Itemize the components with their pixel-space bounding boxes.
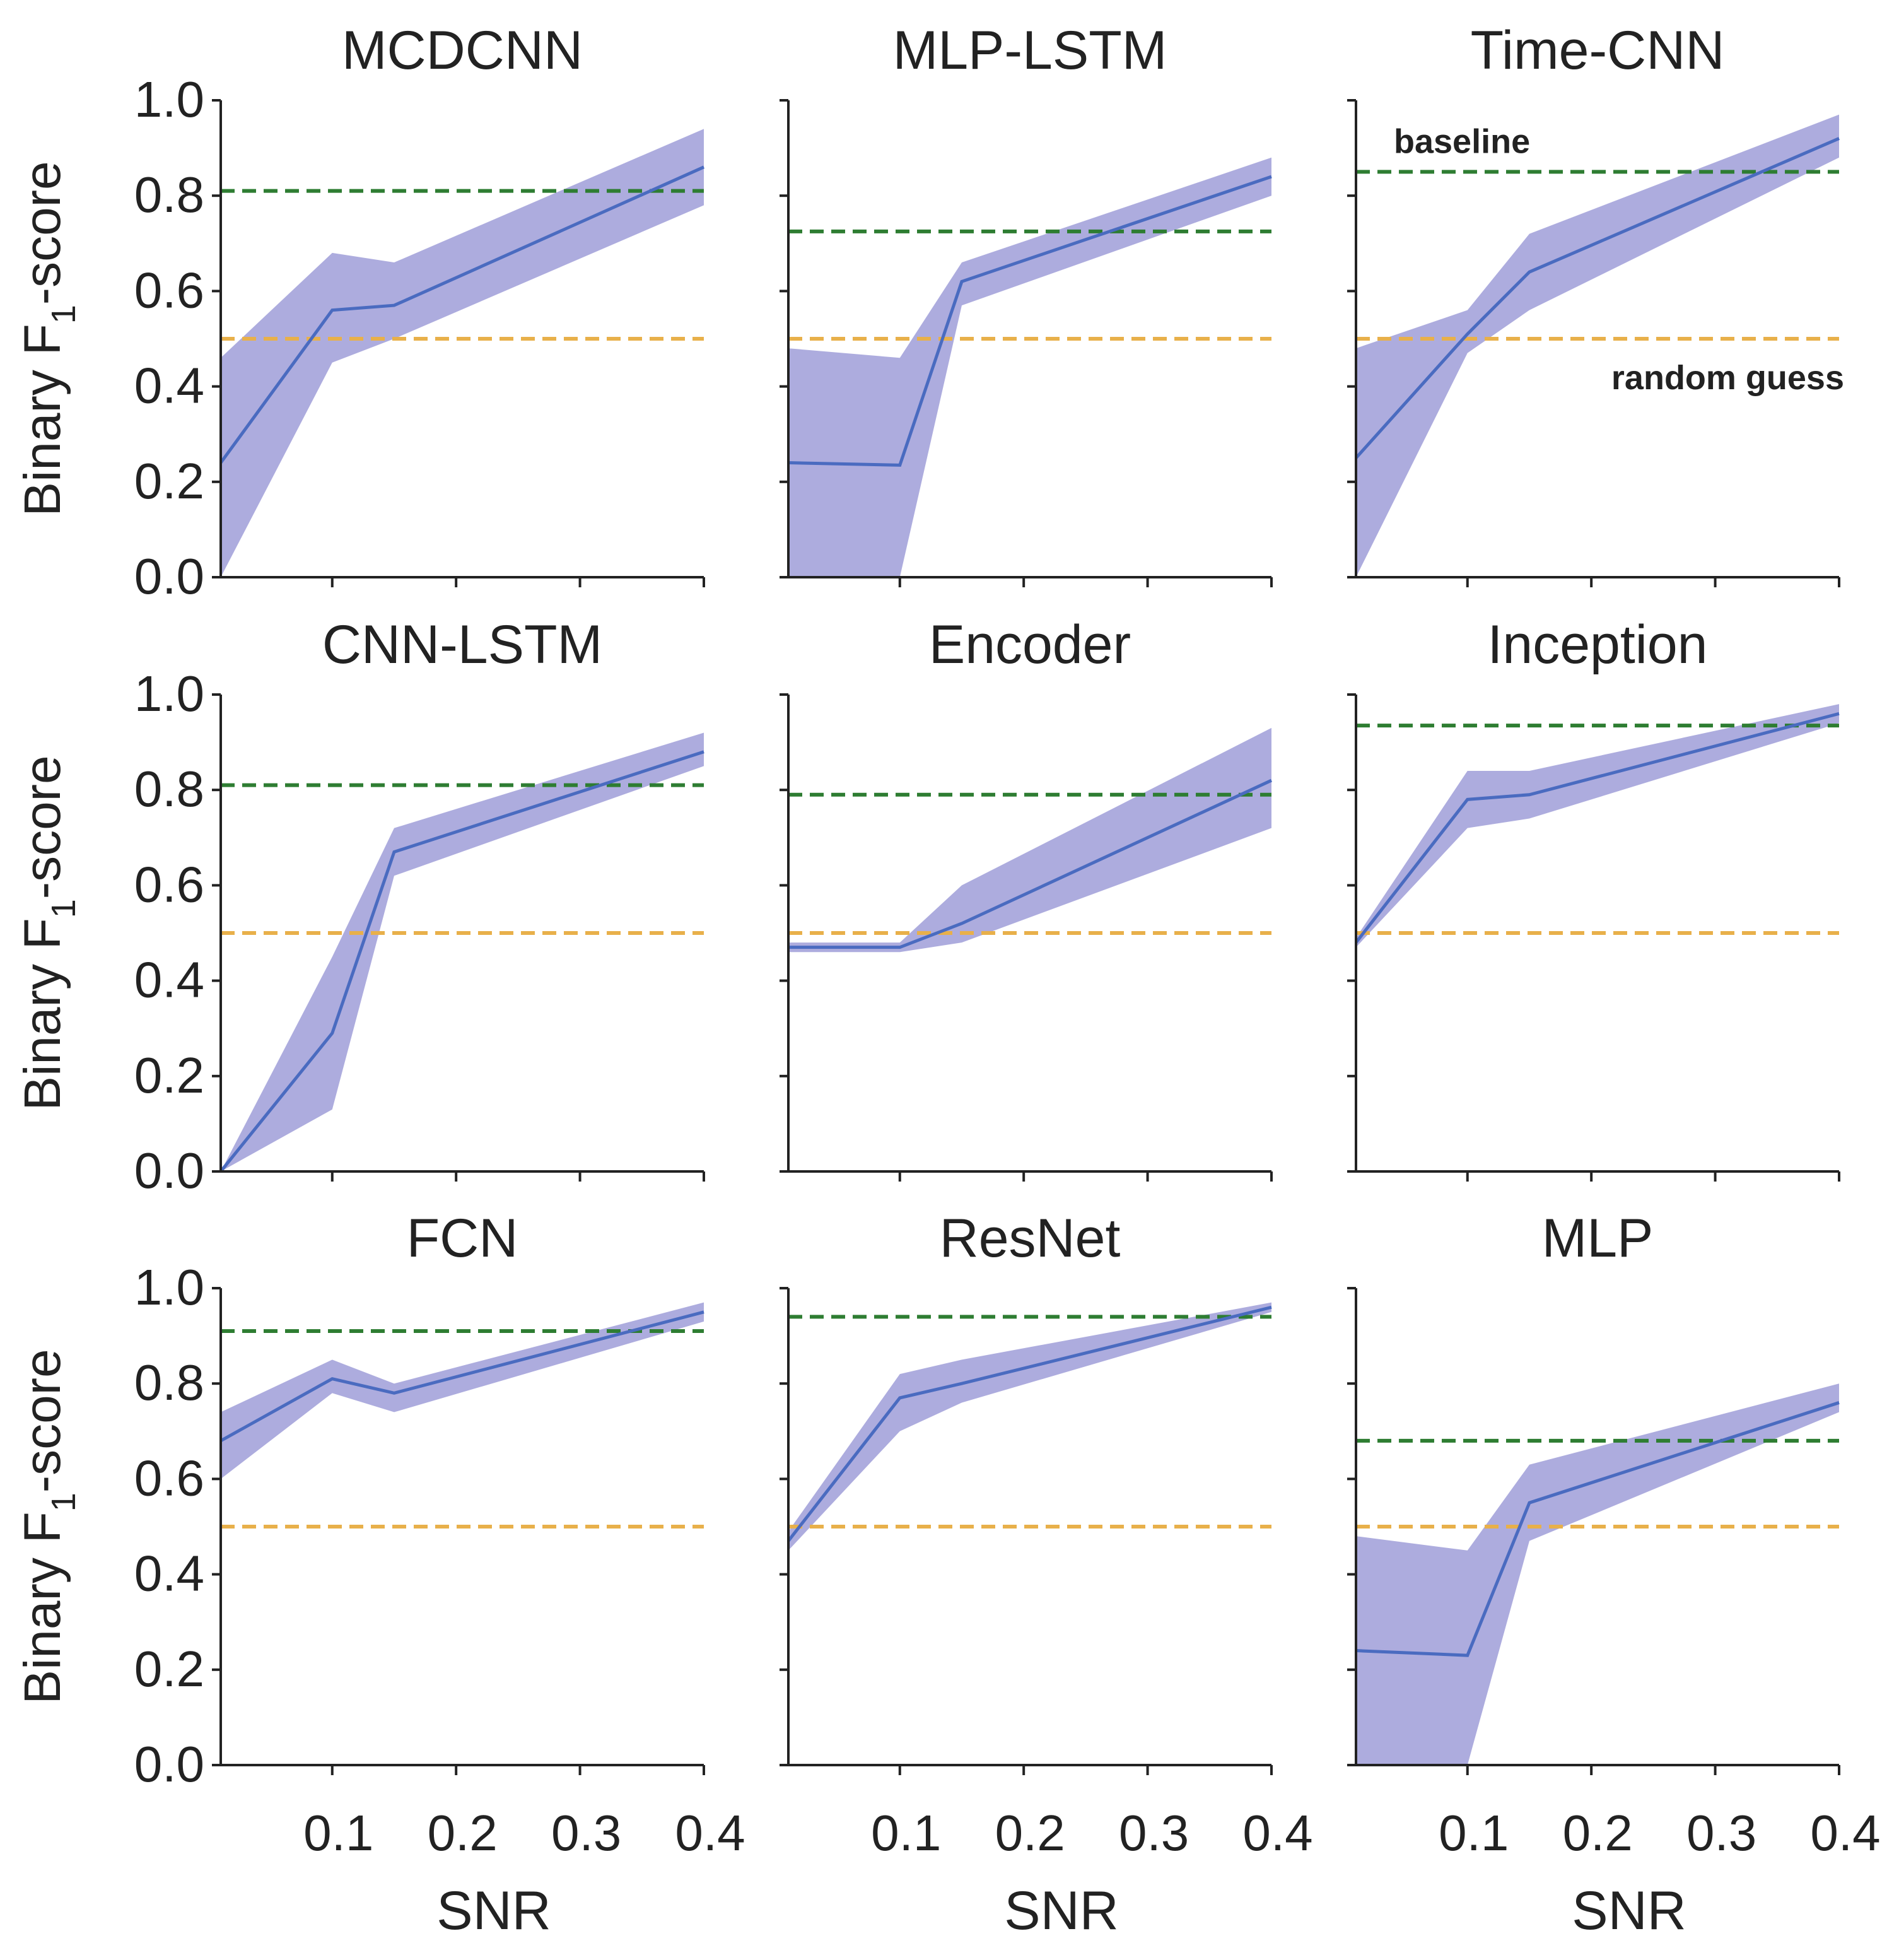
y-tick-label: 0.0 bbox=[134, 1142, 204, 1199]
y-axis-label: Binary F1-score bbox=[14, 1349, 83, 1704]
y-axis-label: Binary F1-score bbox=[14, 755, 83, 1110]
y-label-main: Binary F bbox=[14, 324, 71, 516]
panel-time-cnn: Time-CNN baseline random guess bbox=[1347, 20, 1844, 587]
x-tick-label: 0.1 bbox=[1439, 1805, 1509, 1861]
y-tick-label: 0.8 bbox=[134, 761, 204, 817]
y-axis-label: Binary F1-score bbox=[14, 161, 83, 516]
x-tick-label: 0.4 bbox=[675, 1805, 745, 1861]
y-tick-label: 0.0 bbox=[134, 548, 204, 604]
panel-title: MCDCNN bbox=[342, 20, 583, 81]
y-label-main: Binary F bbox=[14, 1511, 71, 1704]
panel-resnet: ResNet 0.1 0.2 0.3 0.4 SNR bbox=[780, 1208, 1313, 1941]
mean-line bbox=[219, 750, 704, 1173]
confidence-band bbox=[221, 1302, 704, 1479]
y-label-tail: -score bbox=[14, 755, 71, 899]
x-axis-label: SNR bbox=[1572, 1881, 1686, 1941]
panel-title: FCN bbox=[407, 1208, 518, 1269]
random-guess-annotation: random guess bbox=[1611, 359, 1844, 397]
x-tick-label: 0.3 bbox=[551, 1805, 621, 1861]
panel-title: Encoder bbox=[929, 614, 1131, 675]
y-tick-label: 0.4 bbox=[134, 952, 204, 1008]
mean-line bbox=[787, 1305, 1272, 1542]
y-tick-label: 0.6 bbox=[134, 856, 204, 912]
y-tick-label: 0.2 bbox=[134, 1641, 204, 1697]
confidence-band bbox=[221, 732, 704, 1171]
y-tick-label: 0.4 bbox=[134, 358, 204, 414]
mean-line bbox=[788, 778, 1273, 949]
mean-line bbox=[219, 165, 705, 464]
x-tick-label: 0.3 bbox=[1686, 1805, 1756, 1861]
mean-line bbox=[1355, 137, 1840, 459]
y-tick-label: 1.0 bbox=[134, 71, 204, 127]
panel-mcdcnn: MCDCNN 0.0 0.2 0.4 0.6 0.8 1.0 Binary F1-score bbox=[14, 20, 705, 604]
confidence-band bbox=[788, 157, 1271, 578]
y-tick-label: 0.2 bbox=[134, 1047, 204, 1103]
x-tick-label: 0.2 bbox=[995, 1805, 1065, 1861]
mean-line bbox=[219, 1310, 704, 1443]
y-tick-label: 0.8 bbox=[134, 167, 204, 223]
y-label-tail: -score bbox=[14, 1349, 71, 1493]
y-label-subscript: 1 bbox=[45, 899, 83, 918]
y-tick-label: 0.6 bbox=[134, 262, 204, 318]
y-tick-label: 1.0 bbox=[134, 666, 204, 722]
mean-line bbox=[788, 175, 1272, 467]
confidence-band bbox=[788, 1302, 1271, 1551]
panel-mlp-lstm: MLP-LSTM bbox=[780, 20, 1273, 587]
x-tick-label: 0.2 bbox=[1563, 1805, 1633, 1861]
y-tick-label: 1.0 bbox=[134, 1259, 204, 1315]
panel-fcn: FCN 0.0 0.2 0.4 0.6 0.8 1.0 0.1 0.2 0.3 0.4 SNR Bina… bbox=[14, 1208, 745, 1941]
mean-line bbox=[1355, 1401, 1840, 1657]
confidence-band bbox=[1356, 1383, 1839, 1765]
y-label-tail: -score bbox=[14, 161, 71, 305]
panel-title: CNN-LSTM bbox=[322, 614, 602, 675]
panel-title: ResNet bbox=[940, 1208, 1121, 1269]
y-label-subscript: 1 bbox=[45, 305, 83, 324]
y-tick-label: 0.6 bbox=[134, 1450, 204, 1506]
panel-encoder: Encoder bbox=[780, 614, 1273, 1182]
y-tick-label: 0.4 bbox=[134, 1546, 204, 1602]
x-tick-label: 0.1 bbox=[871, 1805, 941, 1861]
x-tick-label: 0.1 bbox=[303, 1805, 373, 1861]
baseline-annotation: baseline bbox=[1394, 122, 1530, 160]
mean-line bbox=[1355, 712, 1840, 944]
x-tick-label: 0.2 bbox=[428, 1805, 498, 1861]
panel-cnn-lstm: CNN-LSTM 0.0 0.2 0.4 0.6 0.8 1.0 Binary F1-scor… bbox=[14, 614, 705, 1199]
panel-title: Time-CNN bbox=[1471, 20, 1725, 81]
y-label-main: Binary F bbox=[14, 918, 71, 1110]
confidence-band bbox=[788, 727, 1271, 953]
confidence-band bbox=[1356, 704, 1839, 948]
x-tick-label: 0.4 bbox=[1242, 1805, 1312, 1861]
x-axis-label: SNR bbox=[436, 1881, 551, 1941]
x-tick-label: 0.4 bbox=[1810, 1805, 1880, 1861]
panel-title: MLP-LSTM bbox=[893, 20, 1167, 81]
y-label-subscript: 1 bbox=[45, 1493, 83, 1511]
y-tick-label: 0.2 bbox=[134, 453, 204, 509]
y-tick-label: 0.0 bbox=[134, 1736, 204, 1792]
confidence-band bbox=[221, 129, 704, 578]
panel-mlp: MLP 0.1 0.2 0.3 0.4 SNR bbox=[1347, 1208, 1881, 1941]
confidence-band bbox=[1356, 114, 1839, 577]
x-tick-label: 0.3 bbox=[1119, 1805, 1189, 1861]
x-axis-label: SNR bbox=[1004, 1881, 1119, 1941]
panel-inception: Inception bbox=[1347, 614, 1840, 1182]
panel-title: MLP bbox=[1542, 1208, 1654, 1269]
y-tick-label: 0.8 bbox=[134, 1354, 204, 1411]
panel-title: Inception bbox=[1487, 614, 1707, 675]
